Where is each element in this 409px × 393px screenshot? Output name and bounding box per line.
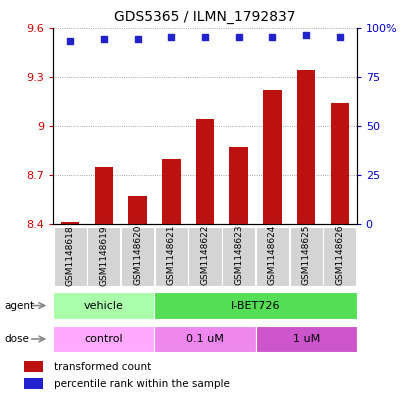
Bar	[154, 326, 255, 352]
Text: GSM1148618: GSM1148618	[65, 225, 74, 286]
Text: I-BET726: I-BET726	[230, 301, 280, 310]
Text: GSM1148626: GSM1148626	[335, 225, 344, 285]
Text: GSM1148621: GSM1148621	[166, 225, 175, 285]
Bar	[330, 103, 348, 224]
Text: GSM1148620: GSM1148620	[133, 225, 142, 285]
Point	[268, 34, 275, 40]
Text: GSM1148622: GSM1148622	[200, 225, 209, 285]
Bar	[53, 292, 154, 319]
Text: GDS5365 / ILMN_1792837: GDS5365 / ILMN_1792837	[114, 10, 295, 24]
Bar	[53, 326, 154, 352]
Point	[302, 32, 309, 39]
Text: dose: dose	[4, 334, 29, 344]
Point	[67, 38, 73, 44]
Bar	[296, 70, 315, 224]
Text: GSM1148625: GSM1148625	[301, 225, 310, 285]
Text: percentile rank within the sample: percentile rank within the sample	[54, 379, 229, 389]
Point	[168, 34, 174, 40]
Bar	[188, 227, 221, 286]
Bar	[154, 227, 187, 286]
Text: GSM1148624: GSM1148624	[267, 225, 276, 285]
Bar	[61, 222, 79, 224]
Bar	[323, 227, 355, 286]
Text: transformed count: transformed count	[54, 362, 151, 372]
Text: vehicle: vehicle	[84, 301, 124, 310]
Bar	[263, 90, 281, 224]
Bar	[289, 227, 322, 286]
Text: GSM1148619: GSM1148619	[99, 225, 108, 286]
Bar	[195, 119, 214, 224]
Point	[235, 34, 241, 40]
Bar	[24, 378, 43, 389]
Bar	[87, 227, 120, 286]
Text: agent: agent	[4, 301, 34, 310]
Text: 0.1 uM: 0.1 uM	[186, 334, 223, 344]
Text: control: control	[84, 334, 123, 344]
Bar	[94, 167, 113, 224]
Bar	[229, 147, 247, 224]
Bar	[222, 227, 255, 286]
Bar	[24, 361, 43, 373]
Point	[201, 34, 208, 40]
Text: 1 uM: 1 uM	[292, 334, 319, 344]
Text: GSM1148623: GSM1148623	[234, 225, 243, 285]
Point	[100, 36, 107, 42]
Bar	[128, 196, 146, 224]
Point	[134, 36, 141, 42]
Bar	[154, 292, 356, 319]
Bar	[54, 227, 86, 286]
Bar	[255, 227, 288, 286]
Point	[336, 34, 342, 40]
Bar	[121, 227, 154, 286]
Bar	[255, 326, 356, 352]
Bar	[162, 158, 180, 224]
